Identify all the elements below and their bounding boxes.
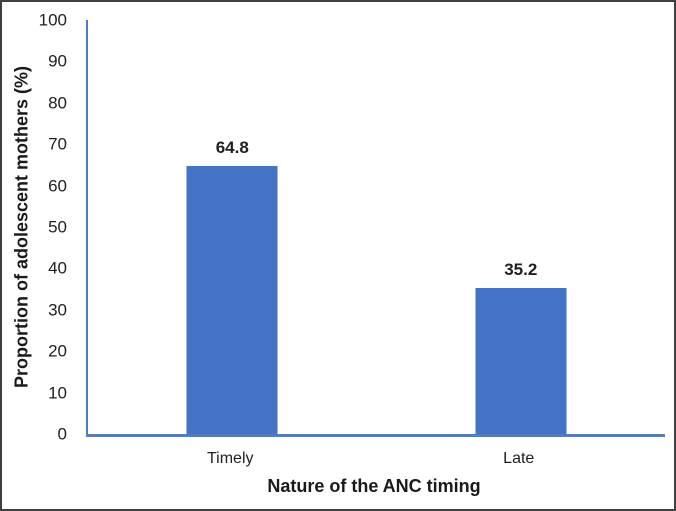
y-tick-label: 50 [48,217,67,237]
data-label: 64.8 [215,137,249,157]
y-tick-label: 0 [57,424,67,444]
y-tick-label: 20 [48,341,67,361]
y-tick-label: 30 [48,300,67,320]
y-tick-label: 10 [48,383,67,403]
y-tick-label: 80 [48,93,67,113]
plot-area: 64.8 35.2 [86,20,665,437]
y-tick-label: 70 [48,134,67,154]
y-tick-label: 40 [48,258,67,278]
bar-timely [186,165,278,434]
data-label: 35.2 [504,260,538,280]
category-label-timely: Timely [206,450,254,467]
y-tick-label: 100 [38,10,67,30]
bar-late [475,288,567,434]
x-axis-title: Nature of the ANC timing [267,476,481,496]
category-label-late: Late [503,450,535,467]
y-tick-label: 90 [48,51,67,71]
y-tick-label: 60 [48,176,67,196]
